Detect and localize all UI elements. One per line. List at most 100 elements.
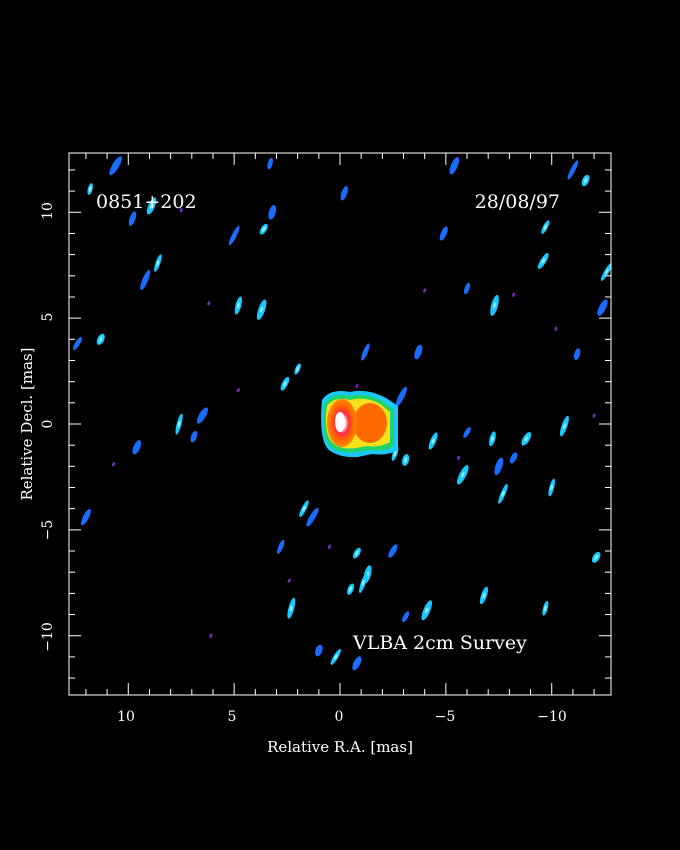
noise-speckle-core bbox=[604, 268, 609, 275]
noise-speckle bbox=[140, 270, 151, 291]
noise-speckle bbox=[209, 633, 213, 638]
source-emission bbox=[321, 390, 398, 458]
axis-ticks bbox=[69, 153, 611, 695]
noise-speckle-core bbox=[283, 381, 287, 387]
y-tick-label: 0 bbox=[40, 420, 56, 429]
noise-speckle-core bbox=[550, 484, 554, 491]
y-axis-label: Relative Decl. [mas] bbox=[18, 347, 36, 500]
noise-speckle bbox=[81, 508, 91, 526]
noise-speckle bbox=[567, 160, 579, 180]
noise-speckle-core bbox=[541, 258, 546, 264]
noise-speckle bbox=[402, 611, 410, 623]
noise-speckle-core bbox=[355, 550, 359, 556]
noise-speckle bbox=[597, 299, 608, 316]
noise-speckle-core bbox=[524, 436, 529, 442]
noise-speckle bbox=[509, 452, 518, 464]
source-jet-component bbox=[353, 403, 387, 443]
y-tick-labels: 10 5 0 −5 −10 bbox=[40, 202, 56, 652]
noise-speckle bbox=[315, 644, 323, 657]
source-core-peak bbox=[335, 412, 345, 432]
noise-speckle bbox=[361, 343, 370, 361]
noise-speckle bbox=[306, 507, 319, 527]
noise-speckle bbox=[573, 348, 581, 360]
noise-speckle bbox=[73, 336, 82, 351]
noise-speckles bbox=[73, 156, 611, 671]
noise-speckle bbox=[287, 578, 291, 583]
x-tick-label: −10 bbox=[537, 709, 567, 725]
x-tick-label: 10 bbox=[117, 709, 135, 725]
noise-speckle bbox=[328, 544, 331, 549]
noise-speckle bbox=[267, 157, 273, 170]
noise-speckle bbox=[494, 457, 504, 476]
noise-speckle bbox=[423, 288, 427, 293]
noise-speckle-core bbox=[562, 423, 566, 429]
noise-speckle bbox=[355, 383, 359, 388]
noise-speckle bbox=[109, 156, 122, 176]
noise-speckle-core bbox=[425, 607, 429, 614]
noise-speckle-core bbox=[149, 203, 154, 209]
noise-speckle-core bbox=[493, 302, 496, 309]
noise-speckle bbox=[512, 292, 516, 297]
noise-speckle bbox=[111, 462, 115, 467]
noise-speckle bbox=[554, 326, 558, 331]
x-tick-label: 0 bbox=[335, 709, 344, 725]
noise-speckle-core bbox=[583, 177, 588, 184]
noise-speckle-core bbox=[348, 586, 353, 592]
noise-speckle bbox=[268, 204, 277, 220]
noise-speckle-core bbox=[289, 605, 293, 612]
survey-label: VLBA 2cm Survey bbox=[352, 632, 527, 654]
noise-speckle-core bbox=[302, 505, 306, 512]
noise-speckle bbox=[439, 226, 448, 241]
noise-speckle bbox=[228, 225, 240, 246]
x-axis-label: Relative R.A. [mas] bbox=[267, 738, 413, 756]
noise-speckle-core bbox=[333, 654, 338, 660]
noise-speckle-core bbox=[491, 435, 494, 442]
noise-speckle-core bbox=[99, 336, 103, 343]
noise-speckle bbox=[340, 185, 348, 201]
noise-speckle bbox=[196, 407, 208, 424]
noise-speckle-core bbox=[543, 605, 547, 612]
noise-speckle bbox=[277, 539, 285, 554]
x-tick-label: 5 bbox=[228, 709, 237, 725]
noise-speckle-core bbox=[236, 302, 240, 309]
source-name-label: 0851+202 bbox=[96, 191, 197, 213]
noise-speckle bbox=[190, 430, 198, 443]
noise-speckle-core bbox=[594, 554, 599, 561]
noise-speckle-core bbox=[261, 226, 266, 232]
noise-speckle-core bbox=[404, 457, 408, 463]
noise-speckle bbox=[352, 656, 362, 671]
noise-speckle-core bbox=[501, 491, 505, 497]
y-tick-label: 5 bbox=[40, 313, 56, 322]
noise-speckle bbox=[128, 211, 137, 226]
noise-speckle bbox=[464, 282, 471, 295]
y-tick-label: 10 bbox=[40, 202, 56, 220]
noise-speckle-core bbox=[361, 579, 365, 586]
noise-speckle-core bbox=[543, 224, 548, 230]
noise-speckle bbox=[132, 440, 142, 455]
noise-speckle bbox=[463, 427, 471, 438]
noise-speckle bbox=[179, 208, 183, 213]
noise-speckle-core bbox=[431, 438, 435, 444]
noise-speckle-core bbox=[296, 366, 300, 372]
noise-speckle-core bbox=[156, 260, 160, 266]
noise-speckle-core bbox=[461, 472, 465, 478]
noise-speckle-core bbox=[482, 592, 486, 599]
noise-speckle-core bbox=[177, 421, 181, 427]
observation-date-label: 28/08/97 bbox=[475, 191, 560, 213]
noise-speckle-core bbox=[260, 306, 264, 313]
x-tick-labels: 10 5 0 −5 −10 bbox=[117, 709, 567, 725]
y-tick-label: −5 bbox=[40, 520, 56, 541]
noise-speckle bbox=[592, 413, 596, 418]
noise-speckle-core bbox=[88, 186, 92, 192]
noise-speckle bbox=[395, 386, 407, 407]
radio-image bbox=[73, 156, 611, 671]
noise-speckle bbox=[449, 157, 460, 175]
noise-speckle bbox=[457, 455, 460, 461]
noise-speckle bbox=[207, 301, 211, 306]
noise-speckle-core bbox=[393, 450, 397, 457]
noise-speckle bbox=[388, 544, 398, 558]
noise-speckle bbox=[414, 344, 423, 360]
y-tick-label: −10 bbox=[40, 622, 56, 652]
x-tick-label: −5 bbox=[435, 709, 456, 725]
